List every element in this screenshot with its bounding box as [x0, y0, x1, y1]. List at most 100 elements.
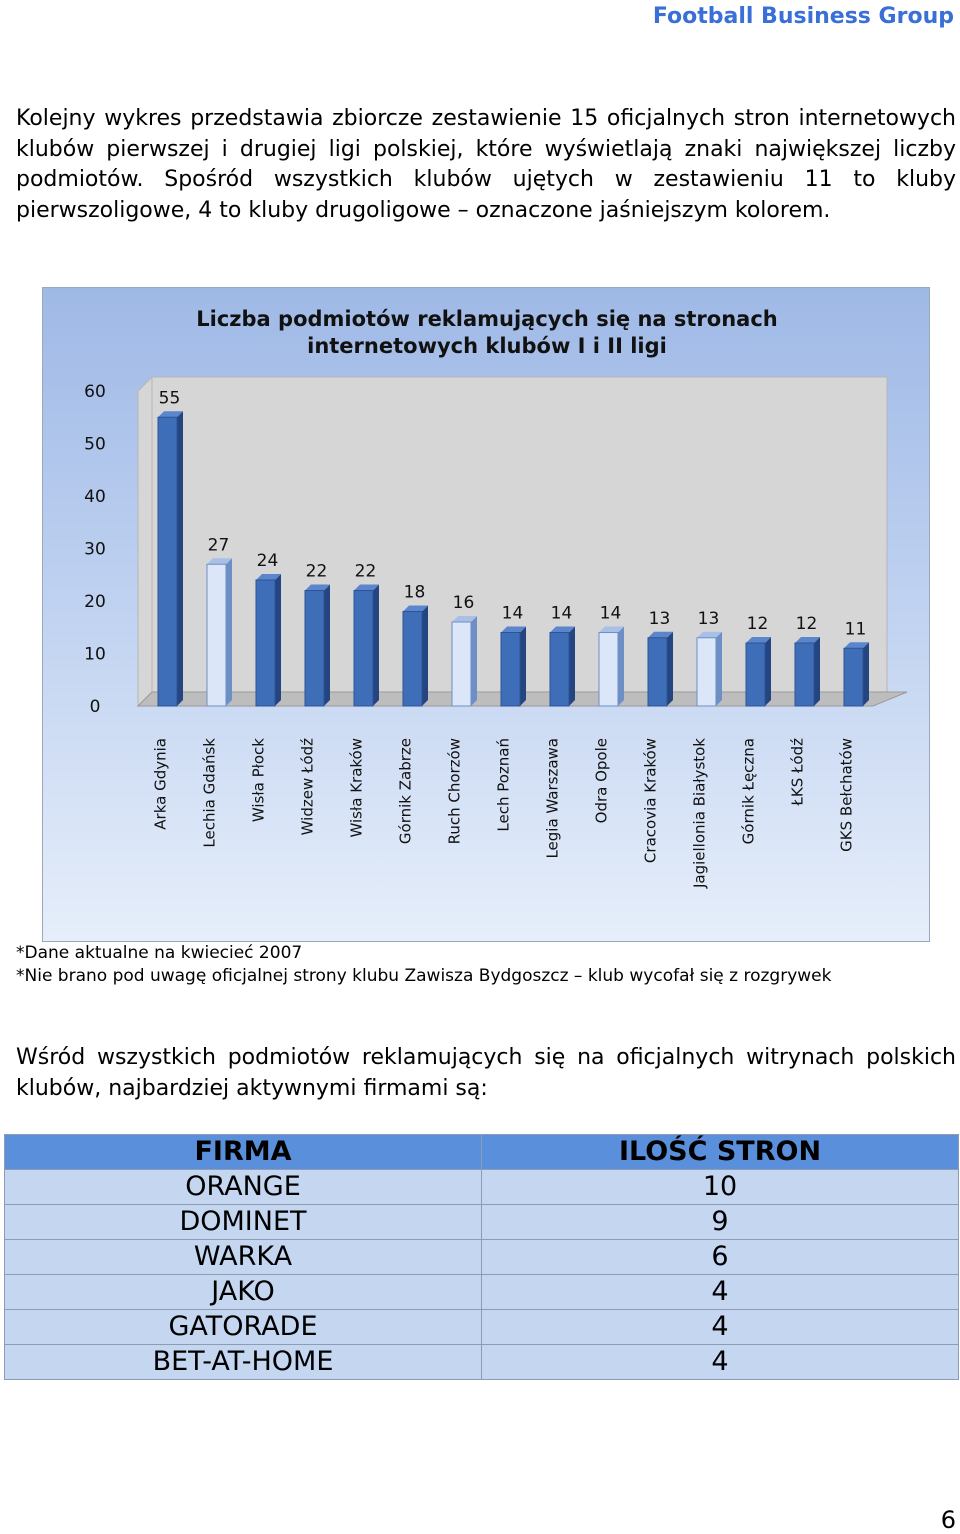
- header-pages: ILOŚĆ STRON: [481, 1134, 959, 1170]
- bar-top: [844, 642, 869, 649]
- y-tick-label: 10: [84, 645, 106, 665]
- bar: [647, 637, 668, 707]
- bar-side: [373, 584, 379, 706]
- bar-side: [667, 631, 673, 706]
- bar-top: [746, 637, 771, 643]
- data-label: 22: [306, 562, 328, 582]
- pages-cell: 6: [481, 1239, 959, 1275]
- bar-top: [256, 574, 281, 580]
- bar-top: [599, 626, 624, 633]
- bar-top: [305, 584, 330, 591]
- firm-cell: DOMINET: [4, 1204, 482, 1240]
- bar-top: [795, 637, 820, 643]
- category-label: Górnik Zabrze: [397, 738, 415, 844]
- bar: [255, 579, 276, 707]
- bar-top: [403, 605, 428, 612]
- firm-cell: WARKA: [4, 1239, 482, 1275]
- bar: [206, 563, 227, 707]
- table-row: DOMINET 9: [4, 1204, 959, 1240]
- y-tick-label: 60: [84, 382, 106, 402]
- bar-side: [422, 605, 428, 706]
- category-label: Odra Opole: [593, 738, 611, 823]
- category-label: Cracovia Kraków: [642, 738, 660, 863]
- table-row: GATORADE 4: [4, 1309, 959, 1345]
- category-label: Widzew Łódź: [299, 738, 317, 835]
- bar-side: [177, 411, 183, 706]
- firm-cell: GATORADE: [4, 1309, 482, 1345]
- brand-header: Football Business Group: [652, 4, 954, 29]
- bar-side: [765, 637, 771, 706]
- category-label: Lech Poznań: [495, 738, 513, 832]
- data-label: 27: [208, 535, 230, 555]
- y-tick-label: 20: [84, 592, 106, 612]
- bar-chart-svg: Liczba podmiotów reklamujących się na st…: [84, 307, 908, 889]
- firm-cell: JAKO: [4, 1274, 482, 1310]
- data-label: 12: [747, 614, 769, 634]
- data-label: 14: [551, 604, 573, 624]
- bar: [794, 642, 815, 707]
- data-label: 12: [796, 614, 818, 634]
- bar-side: [863, 642, 869, 706]
- bar: [598, 632, 619, 707]
- bar: [843, 647, 864, 707]
- pages-cell: 4: [481, 1344, 959, 1380]
- category-label: Wisła Kraków: [348, 738, 366, 838]
- firm-cell: BET-AT-HOME: [4, 1344, 482, 1380]
- bar: [500, 632, 521, 707]
- data-label: 22: [355, 562, 377, 582]
- y-tick-label: 0: [90, 697, 101, 717]
- bar-top: [354, 584, 379, 591]
- category-label: GKS Bełchatów: [838, 738, 856, 852]
- table-row: ORANGE 10: [4, 1169, 959, 1205]
- bar: [304, 590, 325, 707]
- firms-table: FIRMA ILOŚĆ STRON ORANGE 10 DOMINET 9 WA…: [4, 1134, 959, 1380]
- bar: [353, 590, 374, 707]
- bar-top: [501, 626, 526, 633]
- intro-paragraph: Kolejny wykres przedstawia zbiorcze zest…: [16, 106, 956, 223]
- bar-top: [697, 631, 722, 638]
- bar-side: [716, 631, 722, 706]
- chart-notes: *Dane aktualne na kwiecieć 2007 *Nie bra…: [16, 942, 956, 988]
- category-label: Górnik Łęczna: [740, 738, 758, 844]
- bar: [745, 642, 766, 707]
- bar: [402, 611, 423, 707]
- bar: [451, 621, 472, 707]
- y-tick-label: 30: [84, 540, 106, 560]
- category-label: Wisła Płock: [250, 738, 268, 822]
- bar: [696, 637, 717, 707]
- category-label: Jagiellonia Białystok: [691, 738, 709, 889]
- outro-paragraph: Wśród wszystkich podmiotów reklamujących…: [16, 1045, 956, 1101]
- pages-cell: 10: [481, 1169, 959, 1205]
- bar-side: [226, 558, 232, 706]
- table-row: WARKA 6: [4, 1239, 959, 1275]
- pages-cell: 9: [481, 1204, 959, 1240]
- bar-side: [814, 637, 820, 706]
- bar-side: [520, 626, 526, 706]
- category-label: Legia Warszawa: [544, 738, 562, 859]
- pages-cell: 4: [481, 1274, 959, 1310]
- data-label: 55: [159, 388, 181, 408]
- category-label: Lechia Gdańsk: [201, 738, 219, 848]
- bar-top: [207, 558, 232, 565]
- bar: [157, 416, 178, 707]
- data-label: 18: [404, 583, 426, 603]
- bar-side: [618, 626, 624, 706]
- category-label: ŁKS Łódź: [789, 738, 807, 807]
- bar: [549, 632, 570, 707]
- firm-cell: ORANGE: [4, 1169, 482, 1205]
- note-excluded: *Nie brano pod uwagę oficjalnej strony k…: [16, 966, 832, 986]
- data-label: 16: [453, 593, 475, 613]
- table-row: BET-AT-HOME 4: [4, 1344, 959, 1380]
- chart-title-line1: Liczba podmiotów reklamujących się na st…: [196, 307, 777, 331]
- bar-chart: Liczba podmiotów reklamujących się na st…: [42, 287, 930, 942]
- bar-top: [158, 411, 183, 418]
- category-label: Arka Gdynia: [152, 738, 170, 830]
- bar-top: [648, 631, 673, 638]
- bar-side: [471, 616, 477, 706]
- data-label: 13: [698, 609, 720, 629]
- table-header-row: FIRMA ILOŚĆ STRON: [4, 1134, 959, 1170]
- data-label: 11: [845, 619, 867, 639]
- table-row: JAKO 4: [4, 1274, 959, 1310]
- data-label: 14: [600, 604, 622, 624]
- data-label: 13: [649, 609, 671, 629]
